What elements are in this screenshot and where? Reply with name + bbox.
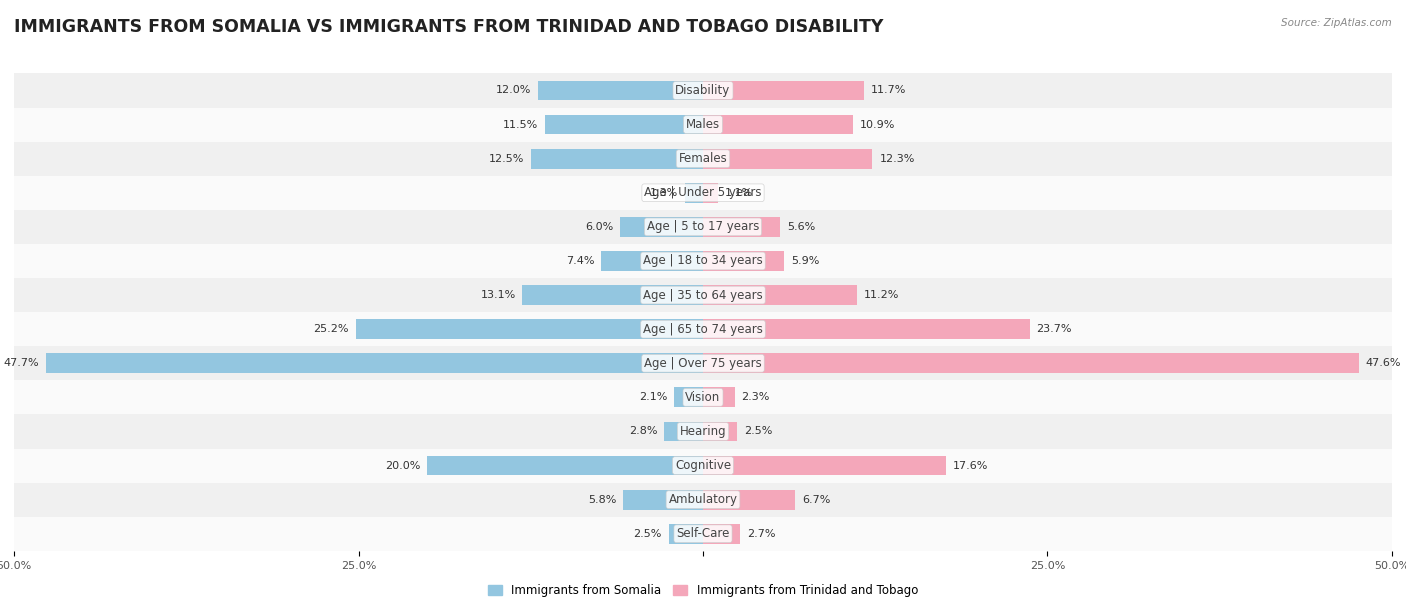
Text: 47.6%: 47.6% (1365, 358, 1402, 368)
Text: Males: Males (686, 118, 720, 131)
Text: 2.8%: 2.8% (628, 427, 658, 436)
Text: 25.2%: 25.2% (314, 324, 349, 334)
Text: 5.9%: 5.9% (792, 256, 820, 266)
Text: 13.1%: 13.1% (481, 290, 516, 300)
Bar (703, 387, 735, 407)
Bar (0, 380, 1406, 414)
Text: Source: ZipAtlas.com: Source: ZipAtlas.com (1281, 18, 1392, 28)
Text: Hearing: Hearing (679, 425, 727, 438)
Text: Females: Females (679, 152, 727, 165)
Text: 17.6%: 17.6% (952, 461, 988, 471)
Text: Vision: Vision (685, 391, 721, 404)
Bar (0, 278, 1406, 312)
Text: 10.9%: 10.9% (860, 119, 896, 130)
Bar (703, 353, 1358, 373)
Text: 20.0%: 20.0% (385, 461, 420, 471)
Text: 11.5%: 11.5% (502, 119, 537, 130)
Text: 2.3%: 2.3% (741, 392, 770, 402)
Text: 2.5%: 2.5% (633, 529, 662, 539)
Text: Disability: Disability (675, 84, 731, 97)
Text: IMMIGRANTS FROM SOMALIA VS IMMIGRANTS FROM TRINIDAD AND TOBAGO DISABILITY: IMMIGRANTS FROM SOMALIA VS IMMIGRANTS FR… (14, 18, 883, 36)
Bar (703, 251, 785, 271)
Bar (0, 73, 1406, 108)
Bar (544, 114, 703, 135)
Text: 2.1%: 2.1% (638, 392, 668, 402)
Bar (356, 319, 703, 339)
Text: 1.1%: 1.1% (725, 188, 754, 198)
Bar (703, 490, 796, 510)
Bar (703, 81, 865, 100)
Bar (0, 210, 1406, 244)
Bar (703, 319, 1029, 339)
Bar (673, 387, 703, 407)
Bar (685, 183, 703, 203)
Text: Age | 18 to 34 years: Age | 18 to 34 years (643, 255, 763, 267)
Bar (669, 524, 703, 543)
Text: Self-Care: Self-Care (676, 528, 730, 540)
Bar (703, 183, 718, 203)
Bar (0, 312, 1406, 346)
Bar (0, 517, 1406, 551)
Bar (620, 217, 703, 237)
Text: Cognitive: Cognitive (675, 459, 731, 472)
Text: Age | Over 75 years: Age | Over 75 years (644, 357, 762, 370)
Bar (0, 244, 1406, 278)
Bar (703, 456, 945, 476)
Bar (0, 346, 1406, 380)
Text: 12.5%: 12.5% (488, 154, 524, 163)
Bar (0, 414, 1406, 449)
Text: 47.7%: 47.7% (3, 358, 39, 368)
Bar (523, 285, 703, 305)
Bar (703, 285, 858, 305)
Bar (600, 251, 703, 271)
Bar (703, 422, 738, 441)
Text: 5.8%: 5.8% (588, 494, 616, 505)
Text: 5.6%: 5.6% (787, 222, 815, 232)
Bar (0, 176, 1406, 210)
Bar (0, 108, 1406, 141)
Bar (623, 490, 703, 510)
Text: 1.3%: 1.3% (650, 188, 678, 198)
Bar (703, 217, 780, 237)
Text: 11.7%: 11.7% (872, 86, 907, 95)
Bar (703, 149, 873, 168)
Bar (531, 149, 703, 168)
Text: 2.5%: 2.5% (744, 427, 773, 436)
Bar (46, 353, 703, 373)
Text: Age | Under 5 years: Age | Under 5 years (644, 186, 762, 200)
Text: Age | 65 to 74 years: Age | 65 to 74 years (643, 323, 763, 335)
Bar (0, 483, 1406, 517)
Text: 6.7%: 6.7% (803, 494, 831, 505)
Bar (665, 422, 703, 441)
Text: 7.4%: 7.4% (565, 256, 595, 266)
Bar (537, 81, 703, 100)
Text: Ambulatory: Ambulatory (668, 493, 738, 506)
Bar (427, 456, 703, 476)
Legend: Immigrants from Somalia, Immigrants from Trinidad and Tobago: Immigrants from Somalia, Immigrants from… (484, 580, 922, 602)
Text: 12.3%: 12.3% (879, 154, 915, 163)
Text: Age | 35 to 64 years: Age | 35 to 64 years (643, 289, 763, 302)
Text: 2.7%: 2.7% (747, 529, 776, 539)
Bar (0, 141, 1406, 176)
Bar (0, 449, 1406, 483)
Text: 23.7%: 23.7% (1036, 324, 1071, 334)
Bar (703, 114, 853, 135)
Bar (703, 524, 740, 543)
Text: Age | 5 to 17 years: Age | 5 to 17 years (647, 220, 759, 233)
Text: 11.2%: 11.2% (865, 290, 900, 300)
Text: 6.0%: 6.0% (585, 222, 613, 232)
Text: 12.0%: 12.0% (495, 86, 531, 95)
